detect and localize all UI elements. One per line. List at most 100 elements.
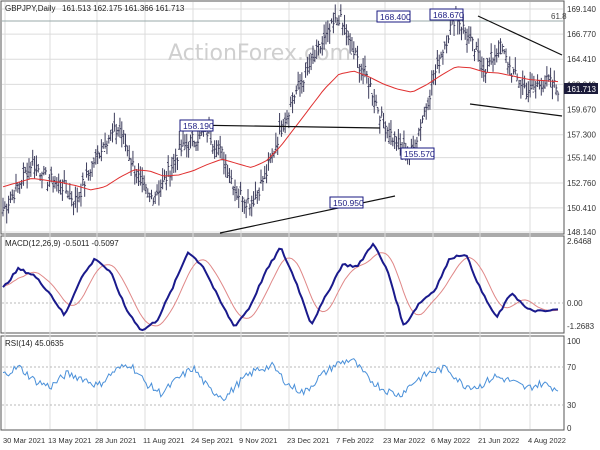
price-bar	[11, 189, 14, 201]
price-bar	[76, 187, 79, 213]
price-bar	[157, 180, 161, 206]
price-bar	[46, 181, 49, 192]
price-bar	[488, 57, 491, 67]
price-bar	[471, 36, 474, 52]
price-bar	[128, 145, 131, 161]
price-bar	[426, 97, 430, 111]
price-bar	[90, 161, 94, 177]
price-bar	[350, 37, 354, 55]
svg-text:0.00: 0.00	[567, 299, 583, 308]
macd-axis: 2.6468 0.00 -1.2683	[567, 237, 595, 331]
annotation-158-190: 158.190	[179, 119, 214, 132]
price-bar	[92, 157, 96, 168]
price-bar	[365, 70, 369, 84]
trendlines	[187, 15, 563, 234]
price-bar	[231, 185, 235, 196]
macd-signal-line	[2, 252, 559, 327]
price-bar	[24, 166, 27, 174]
price-bar	[235, 186, 239, 200]
price-bar	[285, 110, 289, 125]
svg-text:-1.2683: -1.2683	[567, 322, 595, 331]
price-bar	[502, 46, 506, 55]
price-tick-label: 157.300	[567, 131, 596, 140]
price-bar	[514, 57, 517, 75]
price-bar	[445, 35, 448, 54]
price-bar	[179, 139, 183, 157]
rsi-line	[2, 358, 559, 402]
time-tick-label: 11 Aug 2021	[143, 436, 185, 445]
price-bar	[181, 130, 185, 147]
price-tick-label: 148.140	[567, 228, 596, 237]
price-bar	[230, 169, 233, 185]
price-bar	[534, 81, 537, 99]
wedge-upper-trendline	[477, 15, 563, 56]
price-bar	[521, 70, 524, 96]
price-bar	[553, 70, 556, 88]
price-bar	[282, 118, 285, 132]
price-bar	[256, 190, 259, 204]
price-bar	[345, 24, 348, 46]
annotation-150-950: 150.950	[329, 196, 364, 209]
price-bar	[113, 112, 116, 132]
price-bar	[311, 45, 315, 64]
price-bar	[287, 112, 291, 129]
price-bar	[7, 195, 10, 214]
price-bar	[37, 163, 40, 173]
price-bar	[499, 38, 502, 55]
price-bar	[248, 203, 252, 216]
svg-text:161.713: 161.713	[567, 85, 596, 94]
price-bar	[460, 26, 463, 41]
price-bar	[423, 106, 426, 117]
price-bar	[523, 75, 526, 89]
price-bar	[525, 82, 528, 100]
price-bar	[399, 133, 402, 156]
time-tick-label: 6 May 2022	[431, 436, 470, 445]
triangle-upper-trendline	[187, 124, 381, 129]
price-bar	[393, 131, 396, 150]
price-bar	[89, 169, 92, 181]
price-bar	[495, 48, 498, 63]
price-bar	[532, 75, 536, 93]
price-bar	[94, 149, 98, 165]
price-bar	[135, 168, 138, 184]
price-bar	[549, 67, 552, 88]
price-bars	[1, 4, 560, 224]
price-bar	[124, 133, 127, 152]
price-bar	[187, 141, 190, 158]
time-tick-label: 24 Sep 2021	[191, 436, 234, 445]
price-bar	[328, 23, 331, 44]
svg-text:0: 0	[567, 424, 572, 433]
price-bar	[194, 141, 198, 152]
price-bar	[96, 145, 99, 165]
time-tick-label: 7 Feb 2022	[336, 436, 374, 445]
svg-text:168.400: 168.400	[380, 12, 411, 22]
price-bar	[44, 167, 47, 175]
price-bar	[174, 148, 177, 173]
price-bar	[369, 77, 372, 87]
time-tick-label: 23 Dec 2021	[287, 436, 330, 445]
price-bar	[371, 92, 374, 106]
price-tick-label: 164.410	[567, 55, 596, 64]
price-bar	[530, 73, 534, 90]
price-bar	[339, 4, 343, 17]
price-bar	[300, 72, 304, 94]
price-bar	[334, 4, 337, 23]
rsi-label: RSI(14) 45.0635	[5, 339, 64, 348]
price-bar	[482, 57, 485, 82]
price-bar	[250, 195, 253, 217]
price-bar	[152, 197, 155, 206]
price-bar	[22, 162, 25, 186]
price-bar	[447, 35, 450, 44]
price-bar	[189, 134, 192, 149]
price-bar	[148, 192, 151, 203]
price-bar	[391, 137, 394, 147]
price-bar	[510, 73, 513, 83]
price-bar	[326, 20, 330, 43]
price-bar	[81, 172, 85, 187]
price-bar	[441, 49, 445, 65]
price-bar	[306, 56, 309, 76]
price-bar	[361, 57, 365, 85]
price-bar	[252, 191, 255, 207]
price-bar	[103, 132, 107, 152]
price-bar	[31, 149, 34, 166]
